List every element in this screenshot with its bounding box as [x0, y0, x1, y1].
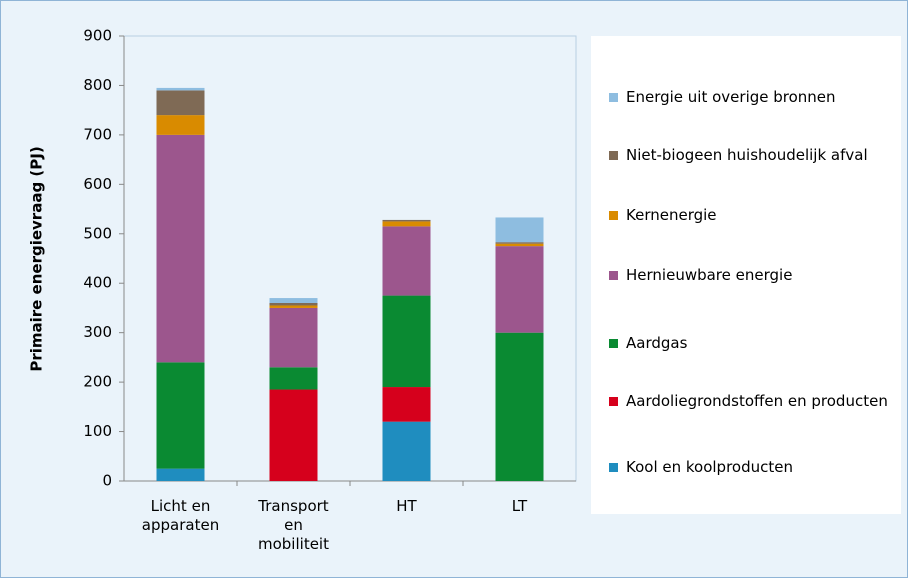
- bar-segment: [269, 389, 318, 481]
- bar-segment: [495, 242, 544, 244]
- bar-segment: [156, 362, 205, 469]
- legend-label: Aardgas: [626, 334, 688, 352]
- legend-swatch: [609, 271, 618, 280]
- x-tick-label: Licht en apparaten: [141, 497, 220, 534]
- bar-segment: [156, 90, 205, 116]
- bar-segment: [495, 217, 544, 243]
- bar-segment: [269, 307, 318, 368]
- bar-segment: [495, 332, 544, 481]
- y-tick-label: 500: [83, 224, 112, 242]
- bar-segment: [382, 421, 431, 481]
- legend-swatch: [609, 151, 618, 160]
- x-tick-label: Transport en mobiliteit: [258, 497, 329, 553]
- bar-segment: [269, 305, 318, 308]
- legend-swatch: [609, 211, 618, 220]
- y-axis-label: Primaire energievraag (PJ): [28, 146, 46, 371]
- bar-segment: [269, 303, 318, 306]
- y-tick-label: 300: [83, 323, 112, 341]
- legend-swatch: [609, 463, 618, 472]
- legend-swatch: [609, 339, 618, 348]
- bar-segment: [382, 295, 431, 388]
- bar-segment: [269, 367, 318, 390]
- bar-segment: [382, 387, 431, 422]
- legend-label: Energie uit overige bronnen: [626, 88, 836, 106]
- bar-segment: [495, 243, 544, 247]
- bar-segment: [156, 87, 205, 91]
- y-tick-label: 0: [102, 472, 112, 490]
- legend-label: Niet-biogeen huishoudelijk afval: [626, 146, 868, 164]
- legend-swatch: [609, 397, 618, 406]
- legend-label: Kernenergie: [626, 206, 717, 224]
- legend-swatch: [609, 93, 618, 102]
- x-tick-label: LT: [511, 497, 528, 515]
- legend: Energie uit overige bronnen Niet-biogeen …: [591, 36, 901, 514]
- bar-segment: [156, 115, 205, 135]
- bar-segment: [382, 226, 431, 296]
- y-tick-label: 200: [83, 373, 112, 391]
- y-tick-label: 800: [83, 76, 112, 94]
- y-tick-label: 900: [83, 27, 112, 45]
- bar-segment: [269, 298, 318, 303]
- y-tick-label: 700: [83, 125, 112, 143]
- y-tick-label: 600: [83, 175, 112, 193]
- y-tick-label: 400: [83, 274, 112, 292]
- bar-segment: [156, 134, 205, 363]
- bar-segment: [495, 246, 544, 333]
- y-tick-label: 100: [83, 422, 112, 440]
- bar-segment: [382, 219, 431, 222]
- legend-label: Kool en koolproducten: [626, 458, 793, 476]
- bar-segment: [382, 221, 431, 227]
- legend-label: Aardoliegrondstoffen en producten: [626, 392, 888, 410]
- x-tick-label: HT: [396, 497, 417, 515]
- bar-segment: [156, 468, 205, 481]
- legend-label: Hernieuwbare energie: [626, 266, 793, 284]
